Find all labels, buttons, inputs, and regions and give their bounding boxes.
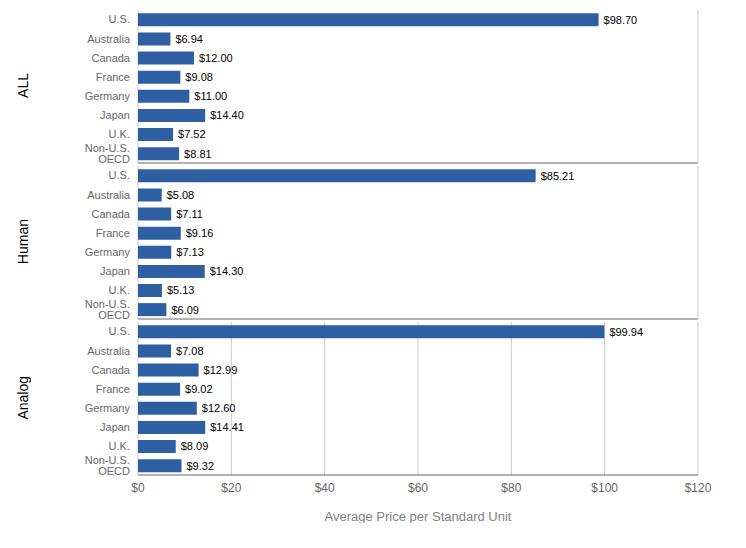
svg-text:Canada: Canada bbox=[91, 208, 130, 220]
svg-text:Average Price per Standard Uni: Average Price per Standard Unit bbox=[325, 509, 512, 523]
svg-text:U.K.: U.K. bbox=[109, 440, 130, 452]
svg-text:Australia: Australia bbox=[87, 345, 131, 357]
svg-text:France: France bbox=[96, 227, 130, 239]
html-text:Human: Human bbox=[15, 218, 31, 265]
svg-text:Australia: Australia bbox=[87, 189, 131, 201]
svg-text:Japan: Japan bbox=[100, 265, 130, 277]
svg-text:$99.94: $99.94 bbox=[609, 326, 643, 338]
html-text:ALL: ALL bbox=[15, 73, 31, 98]
svg-text:Japan: Japan bbox=[100, 421, 130, 433]
svg-text:Canada: Canada bbox=[91, 364, 130, 376]
svg-text:$98.70: $98.70 bbox=[604, 14, 638, 26]
svg-text:$5.08: $5.08 bbox=[167, 189, 195, 201]
svg-text:$40: $40 bbox=[315, 481, 335, 495]
svg-text:$80: $80 bbox=[501, 481, 521, 495]
svg-text:U.K.: U.K. bbox=[109, 284, 130, 296]
svg-text:$5.13: $5.13 bbox=[167, 284, 195, 296]
svg-text:$100: $100 bbox=[591, 481, 618, 495]
svg-text:$120: $120 bbox=[685, 481, 712, 495]
svg-text:$7.52: $7.52 bbox=[178, 128, 206, 140]
svg-text:Australia: Australia bbox=[87, 33, 131, 45]
svg-text:$14.30: $14.30 bbox=[210, 265, 244, 277]
svg-text:U.S.: U.S. bbox=[109, 325, 130, 337]
svg-text:Non-U.S.OECD: Non-U.S.OECD bbox=[85, 142, 130, 164]
svg-text:$7.13: $7.13 bbox=[176, 246, 204, 258]
svg-text:$12.99: $12.99 bbox=[204, 364, 238, 376]
svg-text:$85.21: $85.21 bbox=[541, 170, 575, 182]
svg-text:U.S.: U.S. bbox=[109, 169, 130, 181]
svg-text:Canada: Canada bbox=[91, 52, 130, 64]
svg-text:Non-U.S.OECD: Non-U.S.OECD bbox=[85, 298, 130, 320]
svg-text:$60: $60 bbox=[408, 481, 428, 495]
svg-text:$14.40: $14.40 bbox=[210, 109, 244, 121]
svg-text:$8.09: $8.09 bbox=[181, 440, 209, 452]
svg-text:$14.41: $14.41 bbox=[210, 421, 244, 433]
svg-text:$6.09: $6.09 bbox=[171, 304, 199, 316]
svg-text:$12.00: $12.00 bbox=[199, 52, 233, 64]
svg-text:U.K.: U.K. bbox=[109, 128, 130, 140]
svg-text:$7.11: $7.11 bbox=[176, 208, 203, 220]
html-text:Analog: Analog bbox=[15, 375, 31, 420]
svg-text:$8.81: $8.81 bbox=[184, 148, 212, 160]
svg-text:Germany: Germany bbox=[85, 246, 131, 258]
svg-text:$9.08: $9.08 bbox=[185, 71, 213, 83]
svg-text:France: France bbox=[96, 71, 130, 83]
svg-text:Non-U.S.OECD: Non-U.S.OECD bbox=[85, 454, 130, 477]
svg-text:Germany: Germany bbox=[85, 402, 131, 414]
svg-text:$9.32: $9.32 bbox=[186, 460, 214, 472]
svg-text:$11.00: $11.00 bbox=[194, 90, 227, 102]
svg-text:Japan: Japan bbox=[100, 109, 130, 121]
svg-text:$0: $0 bbox=[131, 481, 145, 495]
svg-text:$7.08: $7.08 bbox=[176, 345, 204, 357]
svg-text:$20: $20 bbox=[221, 481, 241, 495]
svg-text:$12.60: $12.60 bbox=[202, 402, 236, 414]
svg-text:Germany: Germany bbox=[85, 90, 131, 102]
svg-text:U.S.: U.S. bbox=[109, 13, 130, 25]
svg-text:$9.16: $9.16 bbox=[186, 227, 214, 239]
svg-text:France: France bbox=[96, 383, 130, 395]
svg-text:$9.02: $9.02 bbox=[185, 383, 213, 395]
svg-text:$6.94: $6.94 bbox=[175, 33, 203, 45]
